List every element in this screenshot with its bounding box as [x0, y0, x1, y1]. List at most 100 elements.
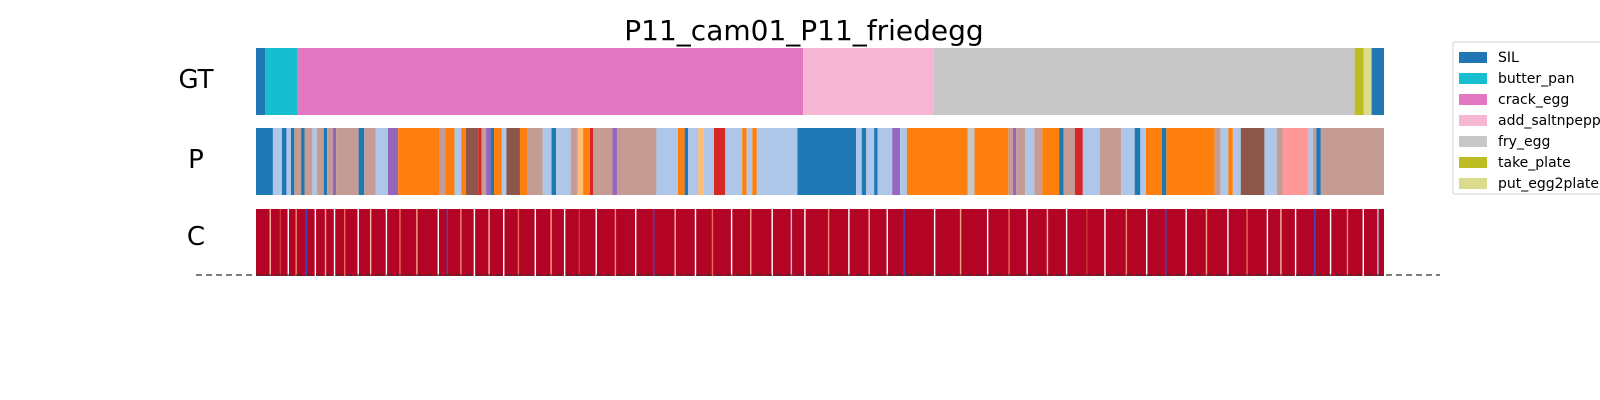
- legend-swatch: [1459, 136, 1487, 147]
- p-segment: [494, 128, 502, 195]
- c-stripe: [305, 209, 308, 276]
- legend-label: add_saltnpepper: [1498, 113, 1600, 129]
- c-stripe: [827, 209, 830, 276]
- c-stripe: [333, 209, 336, 276]
- c-stripe: [959, 209, 962, 276]
- p-segment: [1308, 128, 1313, 195]
- p-segment: [856, 128, 862, 195]
- c-stripe: [1280, 209, 1282, 276]
- gt-segment: [803, 48, 934, 115]
- p-segment: [1220, 128, 1229, 195]
- c-stripe: [578, 209, 581, 276]
- p-segment: [542, 128, 552, 195]
- c-stripe: [771, 209, 773, 276]
- p-segment: [967, 128, 975, 195]
- p-segment: [713, 128, 726, 195]
- c-stripe: [1377, 209, 1379, 276]
- legend-label: put_egg2plate: [1498, 176, 1599, 192]
- c-stripe: [1104, 209, 1106, 276]
- c-stripe: [903, 209, 905, 276]
- legend-swatch: [1459, 115, 1487, 126]
- c-stripe: [635, 209, 637, 276]
- p-row: [256, 128, 1384, 195]
- p-segment: [703, 128, 714, 195]
- p-segment: [445, 128, 455, 195]
- p-segment: [556, 128, 571, 195]
- p-segment: [684, 128, 689, 195]
- c-stripe: [324, 209, 327, 276]
- c-stripe: [886, 209, 888, 276]
- p-segment: [1082, 128, 1100, 195]
- p-segment: [301, 128, 305, 195]
- p-segment: [1264, 128, 1277, 195]
- legend: SIL butter_pan crack_egg add_saltnpepperfry…: [1452, 41, 1600, 195]
- p-segment: [1214, 128, 1221, 195]
- p-segment: [272, 128, 282, 195]
- p-segment: [286, 128, 291, 195]
- row-label-c: C: [187, 222, 205, 252]
- legend-box: [1452, 41, 1600, 195]
- c-stripe: [314, 209, 317, 276]
- legend-swatch: [1459, 94, 1487, 105]
- p-segment: [589, 128, 594, 195]
- c-stripe: [1346, 209, 1349, 276]
- p-segment: [387, 128, 399, 195]
- p-segment: [478, 128, 482, 195]
- c-stripe: [399, 209, 401, 276]
- p-segment: [490, 128, 494, 195]
- c-stripe: [385, 209, 388, 276]
- p-segment: [336, 128, 359, 195]
- p-segment: [332, 128, 337, 195]
- c-stripe: [1329, 209, 1332, 276]
- p-segment: [1012, 128, 1017, 195]
- p-segment: [312, 128, 317, 195]
- c-stripe: [595, 209, 597, 276]
- c-stripe: [503, 209, 505, 276]
- p-segment: [892, 128, 901, 195]
- c-stripe: [269, 209, 271, 276]
- p-segment: [527, 128, 543, 195]
- c-background: [256, 209, 1384, 276]
- p-segment: [1316, 128, 1321, 195]
- p-segment: [486, 128, 491, 195]
- p-segment: [1276, 128, 1283, 195]
- p-segment: [1099, 128, 1122, 195]
- p-segment: [327, 128, 333, 195]
- c-stripe: [1125, 209, 1128, 276]
- p-segment: [316, 128, 324, 195]
- p-segment: [1016, 128, 1026, 195]
- c-stripe: [653, 209, 655, 276]
- p-segment: [906, 128, 968, 195]
- p-segment: [1140, 128, 1146, 195]
- p-segment: [1312, 128, 1317, 195]
- c-stripe: [614, 209, 617, 276]
- p-segment: [1240, 128, 1265, 195]
- gt-segment: [256, 48, 266, 115]
- p-segment: [506, 128, 520, 195]
- c-stripe: [1046, 209, 1049, 276]
- p-segment: [1228, 128, 1233, 195]
- p-segment: [612, 128, 617, 195]
- c-stripe: [369, 209, 372, 276]
- legend-swatch: [1459, 73, 1487, 84]
- c-stripe: [1362, 209, 1364, 276]
- p-segment: [551, 128, 557, 195]
- c-stripe: [790, 209, 793, 276]
- p-segment: [290, 128, 295, 195]
- p-segment: [256, 128, 273, 195]
- gt-segment: [1363, 48, 1372, 115]
- p-segment: [656, 128, 678, 195]
- c-stripe: [1165, 209, 1167, 276]
- p-segment: [1145, 128, 1162, 195]
- p-segment: [874, 128, 878, 195]
- p-segment: [323, 128, 328, 195]
- p-segment: [519, 128, 528, 195]
- c-stripe: [534, 209, 537, 276]
- legend-swatch: [1459, 178, 1487, 189]
- p-segment: [756, 128, 798, 195]
- c-stripe: [848, 209, 850, 276]
- legend-label: crack_egg: [1498, 92, 1569, 108]
- chart-title: P11_cam01_P11_friedegg: [624, 14, 983, 47]
- p-segment: [1042, 128, 1060, 195]
